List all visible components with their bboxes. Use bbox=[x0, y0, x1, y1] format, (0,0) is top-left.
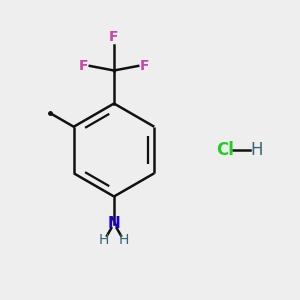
Text: F: F bbox=[140, 59, 149, 73]
Text: H: H bbox=[99, 233, 110, 248]
Text: F: F bbox=[109, 30, 119, 44]
Text: H: H bbox=[251, 141, 263, 159]
Text: Cl: Cl bbox=[216, 141, 234, 159]
Text: N: N bbox=[108, 216, 120, 231]
Text: H: H bbox=[118, 233, 129, 248]
Text: F: F bbox=[79, 59, 88, 73]
